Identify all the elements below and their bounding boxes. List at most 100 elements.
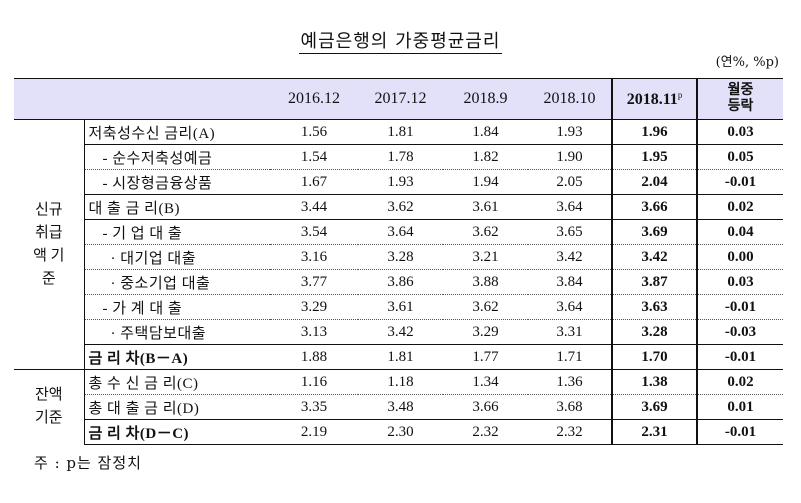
cell-latest: 3.63 bbox=[611, 294, 698, 320]
cell: 3.64 bbox=[358, 219, 443, 245]
cell-latest: 2.31 bbox=[611, 419, 698, 445]
interest-rate-table: 2016.12 2017.12 2018.9 2018.10 2018.11p … bbox=[14, 78, 783, 445]
cell: 3.77 bbox=[270, 269, 358, 295]
cell-latest: 3.69 bbox=[611, 394, 698, 420]
cell-change: 0.04 bbox=[697, 219, 783, 245]
cell: 2.05 bbox=[528, 169, 612, 195]
cell-change: 0.03 bbox=[697, 269, 783, 295]
cell-change: 0.00 bbox=[697, 244, 783, 270]
cell-latest: 3.87 bbox=[611, 269, 698, 295]
group-new-issue: 신규 취급액 기준 bbox=[14, 120, 84, 370]
row-label: 금 리 차(D－C) bbox=[83, 419, 270, 445]
row-label: 총 수 신 금 리(C) bbox=[83, 369, 270, 395]
table-row: 잔액 기준 총 수 신 금 리(C) 1.16 1.18 1.34 1.36 1… bbox=[14, 369, 783, 445]
cell: 3.42 bbox=[358, 319, 443, 345]
cell: 1.81 bbox=[358, 119, 443, 145]
cell: 3.28 bbox=[358, 244, 443, 270]
cell: 1.36 bbox=[528, 369, 612, 395]
cell: 1.34 bbox=[443, 369, 528, 395]
table-row: 대 출 금 리(B) 3.44 3.62 3.61 3.64 3.66 0.02 bbox=[14, 194, 783, 220]
cell: 3.31 bbox=[528, 319, 612, 345]
preliminary-mark: p bbox=[677, 89, 683, 100]
row-label: 금 리 차(B－A) bbox=[83, 344, 270, 370]
cell-latest: 1.70 bbox=[611, 344, 698, 370]
cell: 3.86 bbox=[358, 269, 443, 295]
table-row: - 가 계 대 출 3.29 3.61 3.62 3.64 3.63 -0.01 bbox=[14, 294, 783, 320]
col-header-3: 2018.10 bbox=[528, 78, 612, 120]
row-label: - 기 업 대 출 bbox=[83, 219, 270, 245]
footnote: 주 : p는 잠정치 bbox=[34, 454, 142, 472]
table-row: · 대기업 대출 3.16 3.28 3.21 3.42 3.42 0.00 bbox=[14, 244, 783, 270]
row-label: 총 대 출 금 리(D) bbox=[83, 394, 270, 420]
cell-latest: 3.28 bbox=[611, 319, 698, 345]
cell-change: 0.01 bbox=[697, 394, 783, 420]
group-new-label: 신규 취급액 기준 bbox=[33, 201, 65, 287]
cell-latest: 1.95 bbox=[611, 144, 698, 170]
cell: 3.29 bbox=[443, 319, 528, 345]
cell-change: 0.05 bbox=[697, 144, 783, 170]
row-label: - 시장형금융상품 bbox=[83, 169, 270, 195]
row-label: 대 출 금 리(B) bbox=[83, 194, 270, 220]
table-row: - 시장형금융상품 1.67 1.93 1.94 2.05 2.04 -0.01 bbox=[14, 169, 783, 195]
cell: 1.54 bbox=[270, 144, 358, 170]
cell-latest: 3.69 bbox=[611, 219, 698, 245]
table-row: 신규 취급액 기준 저축성수신 금리(A) 1.56 1.81 1.84 1.9… bbox=[14, 119, 783, 287]
col-header-1: 2017.12 bbox=[358, 78, 443, 120]
cell-change: -0.01 bbox=[697, 344, 783, 370]
header-row: 2016.12 2017.12 2018.9 2018.10 2018.11p … bbox=[14, 78, 783, 120]
group-balance: 잔액 기준 bbox=[14, 369, 84, 445]
cell: 2.32 bbox=[528, 419, 612, 445]
cell: 3.88 bbox=[443, 269, 528, 295]
table-title: 예금은행의 가중평균금리 bbox=[0, 27, 801, 54]
cell: 1.71 bbox=[528, 344, 612, 370]
row-label: · 대기업 대출 bbox=[83, 244, 270, 270]
cell-latest: 3.42 bbox=[611, 244, 698, 270]
cell: 3.61 bbox=[443, 194, 528, 220]
cell-change: -0.01 bbox=[697, 169, 783, 195]
cell-change: -0.03 bbox=[697, 319, 783, 345]
cell: 3.35 bbox=[270, 394, 358, 420]
table-row: · 주택담보대출 3.13 3.42 3.29 3.31 3.28 -0.03 bbox=[14, 319, 783, 345]
cell-latest: 1.96 bbox=[611, 119, 698, 145]
cell: 1.94 bbox=[443, 169, 528, 195]
cell: 1.67 bbox=[270, 169, 358, 195]
col-header-0: 2016.12 bbox=[270, 78, 358, 120]
cell: 3.68 bbox=[528, 394, 612, 420]
cell-change: 0.03 bbox=[697, 119, 783, 145]
cell-change: 0.02 bbox=[697, 369, 783, 395]
cell: 3.29 bbox=[270, 294, 358, 320]
cell-change: 0.02 bbox=[697, 194, 783, 220]
latest-period: 2018.11 bbox=[626, 90, 678, 108]
cell: 3.42 bbox=[528, 244, 612, 270]
cell-change: -0.01 bbox=[697, 419, 783, 445]
cell-change: -0.01 bbox=[697, 294, 783, 320]
cell: 3.64 bbox=[528, 194, 612, 220]
cell: 2.19 bbox=[270, 419, 358, 445]
cell: 1.93 bbox=[358, 169, 443, 195]
cell: 3.65 bbox=[528, 219, 612, 245]
cell: 1.82 bbox=[443, 144, 528, 170]
cell: 1.18 bbox=[358, 369, 443, 395]
unit-label: (연%, %p) bbox=[715, 55, 779, 70]
cell: 1.90 bbox=[528, 144, 612, 170]
table-row: 금 리 차(D－C) 2.19 2.30 2.32 2.32 2.31 -0.0… bbox=[14, 419, 783, 445]
row-label: · 중소기업 대출 bbox=[83, 269, 270, 295]
cell: 3.62 bbox=[443, 294, 528, 320]
cell: 3.61 bbox=[358, 294, 443, 320]
change-line1: 월중 bbox=[727, 83, 754, 98]
cell: 3.66 bbox=[443, 394, 528, 420]
cell-latest: 2.04 bbox=[611, 169, 698, 195]
table-row: 총 대 출 금 리(D) 3.35 3.48 3.66 3.68 3.69 0.… bbox=[14, 394, 783, 420]
table-row: - 순수저축성예금 1.54 1.78 1.82 1.90 1.95 0.05 bbox=[14, 144, 783, 170]
cell: 1.56 bbox=[270, 119, 358, 145]
row-label: - 가 계 대 출 bbox=[83, 294, 270, 320]
cell: 3.62 bbox=[443, 219, 528, 245]
cell: 1.78 bbox=[358, 144, 443, 170]
cell: 2.32 bbox=[443, 419, 528, 445]
cell: 3.44 bbox=[270, 194, 358, 220]
row-label: · 주택담보대출 bbox=[83, 319, 270, 345]
table-row: · 중소기업 대출 3.77 3.86 3.88 3.84 3.87 0.03 bbox=[14, 269, 783, 295]
cell: 3.48 bbox=[358, 394, 443, 420]
cell-latest: 1.38 bbox=[611, 369, 698, 395]
cell: 3.13 bbox=[270, 319, 358, 345]
